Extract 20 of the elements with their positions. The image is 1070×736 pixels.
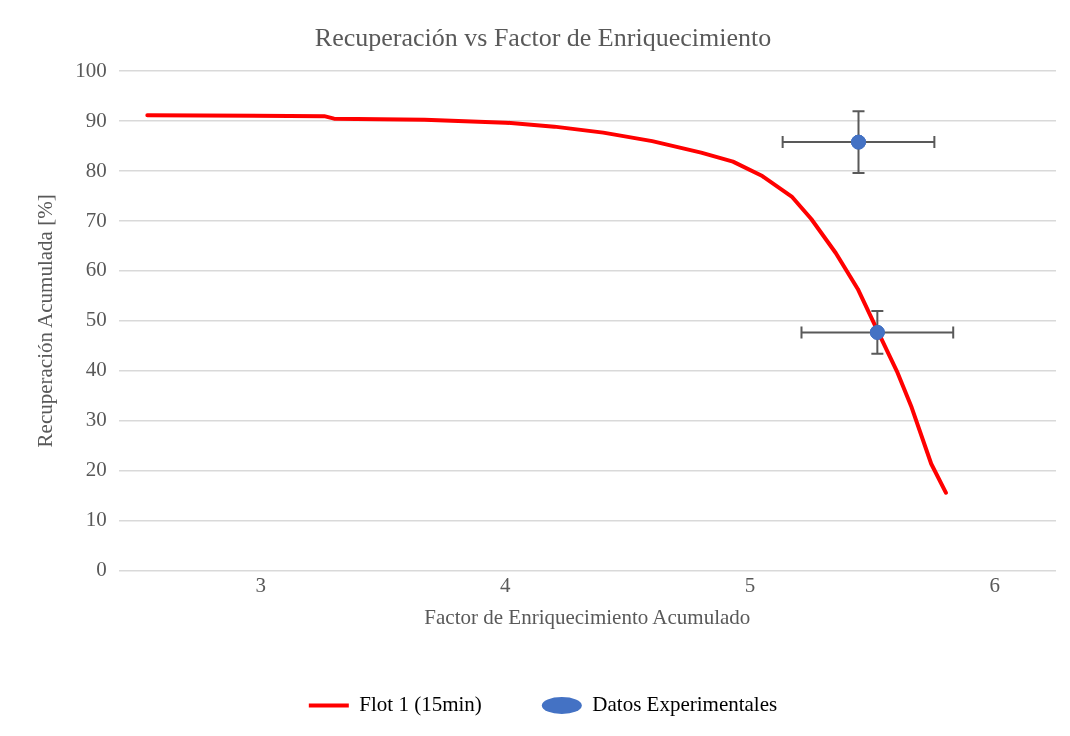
y-tick-label: 20	[85, 457, 107, 482]
x-tick-label: 5	[744, 572, 756, 597]
y-tick-label: 10	[85, 507, 107, 532]
y-tick-label: 100	[75, 57, 107, 82]
y-axis-title: Recuperación Acumulada [%]	[33, 194, 58, 448]
x-tick-label: 4	[500, 572, 512, 597]
y-tick-label: 60	[85, 257, 107, 282]
y-tick-label: 70	[85, 207, 107, 232]
y-tick-label: 80	[85, 157, 107, 182]
y-tick-label: 50	[85, 307, 107, 332]
y-tick-label: 0	[96, 557, 107, 582]
x-tick-label: 6	[989, 572, 1001, 597]
x-axis-title: Factor de Enriquecimiento Acumulado	[424, 604, 751, 629]
chart-title: Recuperación vs Factor de Enriquecimiento	[314, 23, 772, 53]
x-tick-label: 3	[255, 572, 266, 597]
legend-label: Flot 1 (15min)	[359, 692, 482, 717]
y-tick-label: 30	[85, 407, 107, 432]
y-tick-label: 90	[85, 107, 107, 132]
legend-label: Datos Experimentales	[592, 692, 778, 717]
y-tick-label: 40	[85, 357, 107, 382]
